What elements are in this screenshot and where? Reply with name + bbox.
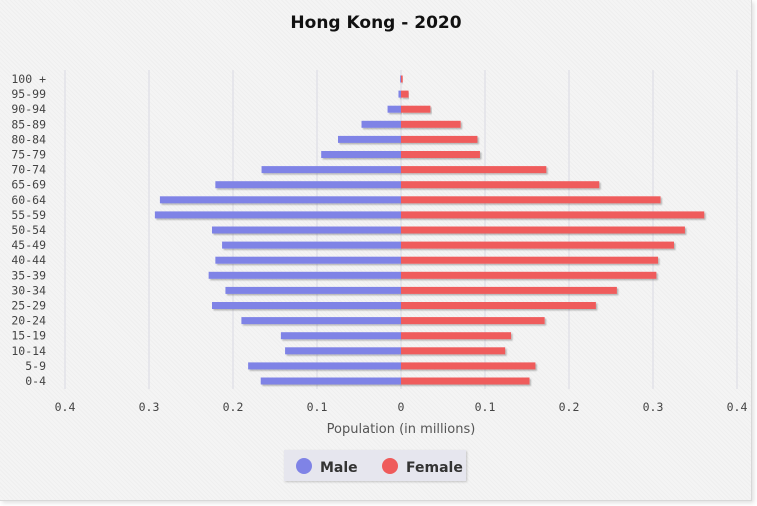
male-bar [212, 226, 401, 234]
x-tick-label: 0 [398, 400, 405, 414]
category-label: 60-64 [11, 193, 46, 207]
male-bar [248, 362, 401, 370]
x-tick-label: 0.3 [139, 400, 160, 414]
x-tick-label: 0.1 [307, 400, 328, 414]
female-bar [401, 135, 478, 143]
female-bar [401, 151, 480, 158]
male-bar [398, 90, 401, 98]
legend-male-marker[interactable] [296, 458, 312, 474]
category-label: 35-39 [11, 268, 46, 282]
male-bar [338, 135, 401, 143]
female-bar [401, 166, 547, 174]
female-bar [401, 302, 596, 309]
legend-male-label[interactable]: Male [320, 460, 358, 476]
category-label: 95-99 [11, 87, 46, 101]
category-label: 70-74 [11, 163, 46, 177]
female-bar [401, 181, 600, 189]
female-bar [401, 226, 685, 234]
x-tick-label: 0.4 [727, 400, 748, 414]
female-bar [401, 196, 661, 204]
category-label: 100 + [11, 72, 46, 86]
category-label: 75-79 [11, 148, 46, 162]
female-bar [401, 120, 461, 128]
category-label: 25-29 [11, 299, 46, 313]
legend-female-marker[interactable] [382, 458, 398, 474]
female-bar [401, 377, 530, 385]
x-tick-label: 0.4 [55, 400, 76, 414]
x-tick-labels: 0.4 0.3 0.2 0.1 0 0.1 0.2 0.3 0.4 [55, 400, 748, 414]
female-bar [401, 317, 545, 325]
male-bar [215, 181, 401, 189]
female-bar [401, 241, 674, 249]
legend-female-label[interactable]: Female [406, 460, 463, 476]
female-bar [401, 211, 705, 219]
male-bar [261, 166, 401, 174]
category-label: 80-84 [11, 132, 46, 146]
male-bar [215, 256, 401, 264]
x-axis-label: Population (in millions) [327, 422, 476, 437]
male-bar [285, 347, 401, 355]
male-bar [222, 241, 401, 249]
female-bar [401, 286, 617, 294]
female-bar [401, 105, 431, 113]
legend-box [284, 450, 466, 481]
legend: Male Female [284, 450, 466, 481]
category-label: 40-44 [11, 253, 46, 267]
male-bar [361, 120, 401, 128]
male-bar [260, 377, 401, 385]
category-label: 5-9 [25, 359, 46, 373]
category-label: 0-4 [25, 374, 46, 388]
bars [154, 75, 705, 385]
female-bar [401, 347, 506, 355]
category-label: 90-94 [11, 102, 46, 116]
male-bar [400, 75, 401, 83]
male-bar [225, 286, 401, 294]
category-label: 15-19 [11, 329, 46, 343]
category-label: 50-54 [11, 223, 46, 237]
x-tick-label: 0.1 [475, 400, 496, 414]
female-bar [401, 332, 512, 340]
category-label: 20-24 [11, 314, 46, 328]
male-bar [212, 302, 401, 309]
category-label: 45-49 [11, 238, 46, 252]
category-label: 30-34 [11, 283, 46, 297]
category-label: 55-59 [11, 208, 46, 222]
x-tick-label: 0.3 [643, 400, 664, 414]
male-bar [280, 332, 401, 340]
female-bar [401, 271, 657, 279]
female-bar [401, 256, 659, 264]
x-tick-label: 0.2 [223, 400, 244, 414]
female-bar [401, 90, 409, 98]
chart-title: Hong Kong - 2020 [290, 13, 461, 33]
male-bar [321, 151, 401, 158]
category-label: 65-69 [11, 178, 46, 192]
male-bar [241, 317, 401, 325]
male-bar [387, 105, 401, 113]
x-tick-label: 0.2 [559, 400, 580, 414]
female-bar [401, 362, 536, 370]
female-bar [401, 75, 403, 83]
male-bar [159, 196, 401, 204]
category-label: 10-14 [11, 344, 46, 358]
category-label: 85-89 [11, 117, 46, 131]
male-bar [154, 211, 401, 219]
male-bar [208, 271, 401, 279]
